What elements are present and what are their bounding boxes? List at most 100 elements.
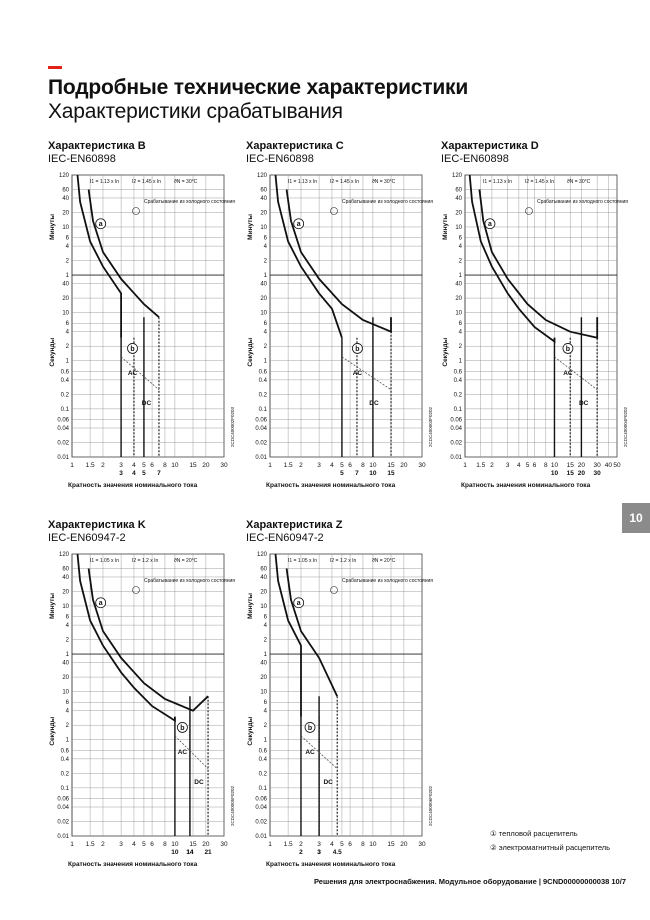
chart-standard: IEC-EN60947-2 (48, 532, 126, 544)
ac-label: AC (128, 370, 138, 377)
y-second-tick: 0.06 (255, 418, 267, 424)
chart-title: Характеристика K (48, 519, 146, 531)
y-minute-tick: 40 (455, 196, 462, 202)
magnetic-transition-line (341, 356, 392, 391)
page-footer: Решения для электроснабжения. Модульное … (313, 877, 626, 886)
y-second-tick: 0.1 (259, 407, 268, 413)
ac-mark-label: 3 (317, 849, 321, 856)
y-second-tick: 0.6 (259, 369, 268, 375)
y-minute-tick: 120 (59, 173, 70, 179)
y-second-tick: 0.02 (255, 441, 267, 447)
chart-svg: 1 1.5 2 3 4 5 6 8 10 15 20 301206040201064214020106… (49, 173, 235, 489)
x-axis-label: Кратность значения номинального тока (461, 482, 591, 489)
param-label: I1 = 1.05 x In (288, 558, 317, 564)
cold-start-note: Срабатывание из холодного состояния (342, 578, 433, 584)
y-second-tick: 6 (66, 700, 70, 706)
y-minute-tick: 40 (62, 575, 69, 581)
chart-standard: IEC-EN60898 (246, 153, 314, 165)
plot-frame (269, 553, 423, 837)
thermal-curve-lower (274, 553, 302, 717)
y-second-tick: 0.2 (259, 392, 268, 398)
y-minute-tick: 40 (62, 196, 69, 202)
dc-mark-label: 3 (317, 849, 321, 856)
x-tick-label: 8 (361, 462, 365, 469)
x-tick-label: 1 (463, 462, 467, 469)
marker-a (95, 218, 107, 230)
x-tick-label: 2 (101, 841, 105, 848)
x-tick-label: 20 (202, 462, 210, 469)
marker-a-label: a (297, 221, 301, 228)
x-tick-label: 2 (299, 462, 303, 469)
y-second-tick: 1 (264, 738, 268, 744)
ac-label: AC (353, 370, 363, 377)
y-second-tick: 0.1 (454, 407, 463, 413)
x-tick-label: 6 (533, 462, 537, 469)
y-second-tick: 0.2 (61, 771, 70, 777)
legend-magnetic: ② электромагнитный расцепитель (490, 843, 611, 852)
y-second-tick: 1 (66, 738, 70, 744)
y-second-tick: 10 (455, 311, 462, 317)
chart-svg: 1 1.5 2 3 4 5 6 8 10 15 20 301206040201064214020106… (247, 552, 433, 868)
y-second-tick: 4 (459, 330, 463, 336)
y-second-tick: 0.01 (255, 455, 267, 461)
param-label: I2 = 1.45 x In (132, 179, 161, 185)
x-axis-label: Кратность значения номинального тока (68, 861, 198, 868)
y-second-tick: 6 (264, 321, 268, 327)
y-second-tick: 0.6 (454, 369, 463, 375)
y-second-tick: 4 (66, 709, 70, 715)
y-label-seconds: Секунды (49, 716, 56, 745)
y-minute-tick: 60 (260, 566, 267, 572)
x-tick-label: 10 (369, 841, 377, 848)
y-minute-tick: 1 (264, 652, 268, 658)
param-label: I1 = 1.13 x In (288, 179, 317, 185)
y-second-tick: 20 (260, 296, 267, 302)
chart-standard: IEC-EN60947-2 (246, 532, 324, 544)
cold-start-note: Срабатывание из холодного состояния (144, 578, 235, 584)
magnetic-transition-line (120, 356, 160, 390)
x-tick-label: 8 (163, 462, 167, 469)
ac-mark-label: 5 (340, 470, 344, 477)
y-second-tick: 0.06 (450, 418, 462, 424)
y-second-tick: 40 (62, 661, 69, 667)
param-label: I2 = 1.45 x In (330, 179, 359, 185)
x-tick-label: 30 (594, 462, 602, 469)
ac-label: AC (178, 749, 188, 756)
marker-a-label: a (99, 221, 103, 228)
x-tick-label: 30 (220, 462, 228, 469)
x-tick-label: 10 (369, 462, 377, 469)
y-second-tick: 0.1 (259, 786, 268, 792)
note-marker (132, 586, 140, 594)
x-tick-label: 15 (387, 841, 395, 848)
cold-start-note: Срабатывание из холодного состояния (144, 199, 235, 205)
param-label: I1 = 1.13 x In (483, 179, 512, 185)
y-minute-tick: 4 (66, 244, 70, 250)
chart-k: Характеристика K IEC-EN60947-2 1 1.5 2 3 4 5 6 8 1… (48, 519, 238, 874)
y-minute-tick: 6 (264, 615, 268, 621)
ac-mark-label: 10 (171, 849, 179, 856)
magnetic-transition-line (554, 356, 598, 391)
y-minute-tick: 6 (264, 236, 268, 242)
y-minute-tick: 60 (455, 187, 462, 193)
thermal-curve-upper (285, 189, 392, 334)
y-second-tick: 0.06 (255, 797, 267, 803)
y-second-tick: 6 (459, 321, 463, 327)
marker-b-label: b (308, 725, 312, 732)
y-second-tick: 0.01 (57, 834, 69, 840)
param-label: ϑN = 20°C (174, 558, 198, 564)
x-tick-label: 30 (418, 841, 426, 848)
y-minute-tick: 120 (452, 173, 463, 179)
param-label: I1 = 1.05 x In (90, 558, 119, 564)
y-second-tick: 4 (264, 709, 268, 715)
dc-label: DC (142, 400, 152, 407)
dc-mark-label: 7 (355, 470, 359, 477)
ac-mark-label: 5 (142, 470, 146, 477)
y-minute-tick: 20 (455, 210, 462, 216)
y-minute-tick: 20 (62, 589, 69, 595)
y-minute-tick: 60 (62, 566, 69, 572)
y-second-tick: 0.04 (255, 805, 267, 811)
marker-b (127, 343, 138, 354)
x-tick-label: 4 (132, 462, 136, 469)
ac-mark-label: 14 (186, 849, 194, 856)
plot-frame (71, 174, 225, 458)
chart-svg: 1 1.5 2 3 4 5 6 8 10 15 20 30 40 50120604020106421402… (442, 173, 628, 489)
